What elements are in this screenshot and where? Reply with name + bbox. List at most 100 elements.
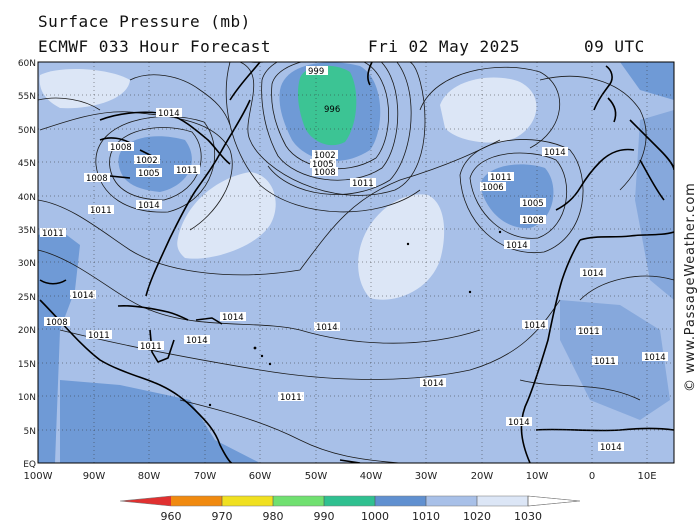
isobar-label-misc-b: 1014 [70,290,96,301]
isobar-label-misc-n: 1014 [598,442,624,453]
svg-text:10E: 10E [637,471,656,482]
svg-text:50N: 50N [18,126,36,136]
svg-text:1014: 1014 [508,418,530,428]
svg-text:35N: 35N [18,226,36,236]
legend-swatch-1020 [426,496,477,506]
svg-text:1014: 1014 [582,269,604,279]
svg-text:1014: 1014 [186,336,208,346]
isobar-label-misc-l: 1011 [138,341,164,352]
isobar-label-az-1006: 1006 [480,182,506,193]
legend-swatch-970 [171,496,222,506]
map-field: 996 999 1002 1005 1008 1011 1002 1005 10… [38,62,674,463]
isobar-label-misc-i: 1014 [522,320,548,331]
svg-text:1011: 1011 [280,393,302,403]
isobar-label-gl-1002: 1002 [134,155,160,166]
svg-text:80W: 80W [138,471,161,482]
site-credit: © www.PassageWeather.com [683,182,698,392]
svg-text:1030: 1030 [514,510,542,523]
svg-text:970: 970 [212,510,233,523]
isobar-label-misc-t: 1011 [592,356,618,367]
svg-text:960: 960 [161,510,182,523]
svg-text:1010: 1010 [412,510,440,523]
svg-text:50W: 50W [305,471,328,482]
svg-text:0: 0 [589,471,595,482]
forecast-date: Fri 02 May 2025 [368,37,520,56]
svg-text:1006: 1006 [482,183,504,193]
isobar-label-misc-j: 1011 [576,326,602,337]
isobar-label-misc-p: 1011 [86,330,112,341]
svg-text:1000: 1000 [361,510,389,523]
pressure-legend: 960 970 980 990 1000 1010 1020 1030 [119,495,581,523]
forecast-time: 09 UTC [584,37,645,56]
isobar-label-1011: 1011 [350,178,376,189]
svg-text:980: 980 [263,510,284,523]
legend-swatch-1000 [324,496,375,506]
svg-text:1011: 1011 [90,206,112,216]
isobar-label-az-1008: 1008 [520,215,546,226]
isobar-label-gl-1005: 1005 [136,168,162,179]
legend-swatch-980 [222,496,273,506]
svg-text:1011: 1011 [490,173,512,183]
svg-text:1002: 1002 [136,156,158,166]
svg-text:20W: 20W [471,471,494,482]
isobar-label-misc-c: 1014 [220,312,246,323]
svg-text:45N: 45N [18,159,36,169]
isobar-label-gl-1011: 1011 [174,165,200,176]
svg-text:1005: 1005 [522,199,544,209]
svg-text:90W: 90W [83,471,106,482]
model-forecast-label: ECMWF 033 Hour Forecast [38,37,272,56]
isobar-label-misc-k: 1014 [642,352,668,363]
svg-text:1011: 1011 [594,357,616,367]
svg-text:100W: 100W [24,471,53,482]
isobar-label-misc-o: 1008 [44,317,70,328]
isobar-label-gl-1008: 1008 [108,142,134,153]
svg-text:1011: 1011 [140,342,162,352]
svg-text:1020: 1020 [463,510,491,523]
isobar-label-misc-a: 1014 [156,108,182,119]
svg-text:60N: 60N [18,59,36,69]
svg-text:1008: 1008 [522,216,544,226]
low-fill-south-america [60,380,260,463]
svg-text:EQ: EQ [23,460,36,470]
svg-text:55N: 55N [18,92,36,102]
svg-text:40W: 40W [360,471,383,482]
svg-text:10W: 10W [526,471,549,482]
low-fill-west [38,230,80,463]
isobar-label-misc-g: 1011 [40,228,66,239]
svg-text:1011: 1011 [176,166,198,176]
isobar-label-gl-1014: 1014 [136,200,162,211]
isobar-label-misc-d: 1014 [314,322,340,333]
isobar-label-misc-q: 1014 [184,335,210,346]
isobar-label-999: 999 [306,66,328,77]
latitude-labels: 60N 55N 50N 45N 40N 35N 30N 25N 20N 15N … [18,59,36,470]
svg-text:1011: 1011 [352,179,374,189]
svg-text:1011: 1011 [578,327,600,337]
high-fill-north-atlantic [440,77,537,143]
isobar-label-misc-s: 1014 [580,268,606,279]
graticule [38,62,674,463]
svg-text:70W: 70W [194,471,217,482]
legend-swatch-1030 [477,496,528,506]
svg-text:1014: 1014 [644,353,666,363]
svg-text:996: 996 [324,105,340,115]
svg-text:1014: 1014 [600,443,622,453]
isobar-lines [38,62,674,463]
svg-text:1008: 1008 [110,143,132,153]
isobar-label-az-1011: 1011 [488,172,514,183]
svg-text:1011: 1011 [88,331,110,341]
svg-text:1014: 1014 [506,241,528,251]
svg-text:1008: 1008 [314,168,336,178]
low-fill-mediterranean [635,110,674,300]
svg-text:1005: 1005 [312,160,334,170]
svg-text:20N: 20N [18,326,36,336]
isobar-label-996: 996 [322,104,346,115]
svg-text:30W: 30W [415,471,438,482]
svg-text:60W: 60W [249,471,272,482]
isobar-labels: 996 999 1002 1005 1008 1011 1002 1005 10… [40,66,668,453]
svg-text:1011: 1011 [42,229,64,239]
low-fill-great-lakes [118,136,192,192]
svg-text:1008: 1008 [46,318,68,328]
isobar-label-1002: 1002 [312,150,338,161]
isobar-label-gl-1008b: 1008 [84,173,110,184]
